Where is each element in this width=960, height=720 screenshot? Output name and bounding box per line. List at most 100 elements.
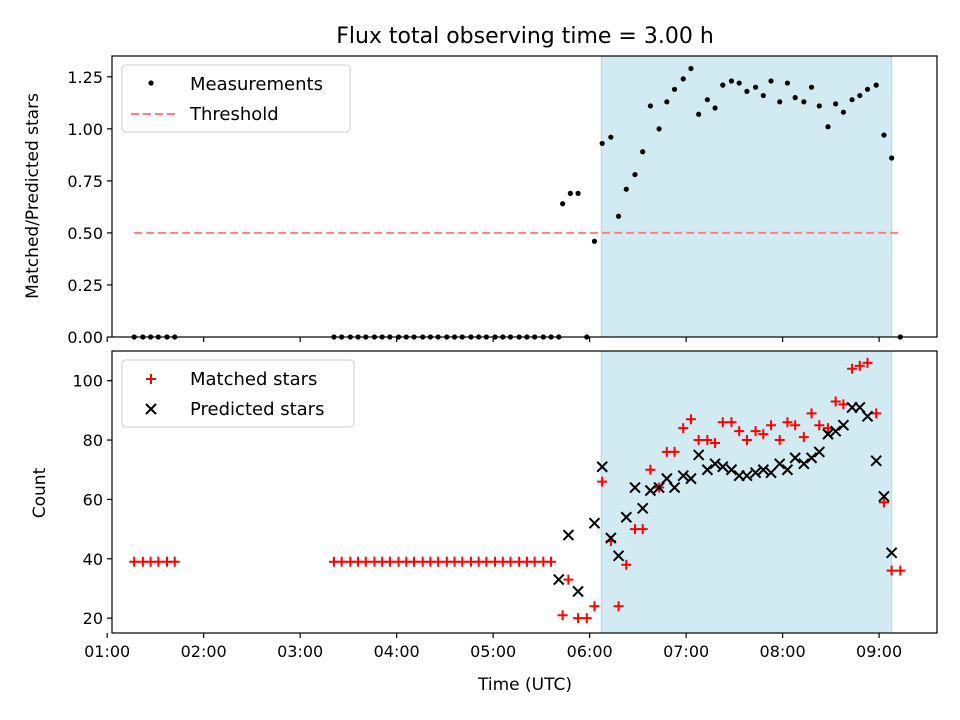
bottom-predicted-stars-point: [781, 464, 794, 476]
bottom-matched-stars-point: [766, 420, 777, 431]
bottom-matched-stars-point: [822, 423, 833, 434]
bottom-matched-stars-point: [384, 556, 395, 567]
bottom-matched-stars-point: [814, 420, 825, 431]
top-measurements-point: [825, 124, 831, 130]
x-axis-label: Time (UTC): [477, 675, 572, 695]
bottom-predicted-stars-point: [553, 573, 565, 586]
bottom-predicted-stars-point: [636, 502, 649, 515]
bottom-matched-stars-point: [169, 556, 180, 567]
bottom-axes-frame: [111, 350, 938, 634]
bottom-matched-stars-point: [895, 565, 906, 576]
bottom-matched-stars-point: [798, 432, 809, 443]
bottom-matched-stars-point: [678, 423, 689, 434]
bottom-predicted-stars-point: [612, 550, 625, 562]
bottom-matched-stars-point: [782, 417, 793, 428]
bottom-predicted-stars-point: [765, 466, 777, 479]
bottom-matched-stars-point: [758, 429, 769, 440]
top-measurements-point: [889, 155, 895, 161]
bottom-matched-stars-point: [702, 435, 713, 446]
top-measurements-point: [640, 149, 646, 155]
bottom-predicted-stars-point: [798, 458, 810, 470]
bottom-matched-stars-point: [726, 417, 737, 428]
bottom-matched-stars-point: [878, 497, 889, 508]
bottom-matched-stars-point: [774, 435, 785, 446]
bottom-matched-stars-point: [847, 363, 858, 374]
top-measurements-point: [680, 76, 686, 82]
bottom-matched-stars-point: [734, 426, 745, 437]
top-measurements-point: [591, 238, 598, 244]
bottom-matched-stars-point: [557, 610, 568, 621]
bottom-x-tick-label: 06:00: [567, 642, 613, 661]
top-measurements-point: [560, 201, 566, 207]
top-measurements-point: [696, 111, 702, 117]
bottom-x-tick-label: 07:00: [663, 642, 709, 661]
legend-matched-marker: [146, 374, 156, 384]
bottom-predicted-stars-point: [605, 532, 617, 544]
bottom-matched-stars-point: [637, 524, 648, 535]
top-y-tick-label: 0.50: [67, 224, 103, 243]
bottom-matched-stars-point: [581, 613, 592, 624]
bottom-predicted-stars-point: [805, 452, 818, 464]
bottom-matched-stars-point: [457, 556, 468, 567]
bottom-matched-stars-point: [621, 559, 632, 570]
bottom-y-tick-label: 60: [83, 490, 103, 509]
top-measurements-point: [792, 95, 798, 101]
legend-threshold-label: Threshold: [189, 104, 279, 125]
bottom-matched-stars-point: [750, 426, 761, 437]
bottom-x-tick-label: 03:00: [277, 642, 323, 661]
top-measurements-point: [728, 78, 735, 84]
bottom-panel: 20 40 60 80 100 01:00 02:00 03:00 04:00 05:00 06:0…: [72, 350, 938, 661]
bottom-matched-stars-point: [360, 556, 371, 567]
chart-title: Flux total observing time = 3.00 h: [336, 24, 714, 49]
bottom-predicted-stars-point: [813, 446, 825, 458]
bottom-matched-stars-point: [838, 399, 849, 410]
bottom-observing-span: [600, 350, 893, 634]
top-measurements-point: [808, 84, 815, 90]
bottom-x-tick-label: 04:00: [374, 642, 420, 661]
bottom-matched-stars-point: [871, 408, 882, 419]
top-y-tick-label: 1.00: [67, 120, 103, 139]
top-measurements-point: [833, 101, 839, 107]
bottom-predicted-stars-point: [837, 419, 850, 431]
bottom-matched-stars-point: [153, 556, 164, 567]
bottom-predicted-stars-point: [644, 484, 657, 497]
top-legend: Measurements Threshold: [121, 64, 351, 133]
legend-measurements-label: Measurements: [190, 74, 323, 95]
top-measurements-point: [599, 140, 605, 147]
top-measurements-point: [881, 132, 887, 138]
top-measurements-point: [688, 65, 694, 72]
bottom-matched-stars-point: [563, 574, 574, 585]
top-measurements-point: [671, 86, 678, 92]
bottom-y-tick-label: 100: [72, 372, 103, 391]
bottom-predicted-stars-point: [685, 472, 697, 485]
top-legend-box: [121, 64, 351, 133]
legend-predicted-label: Predicted stars: [190, 399, 324, 420]
bottom-predicted-stars-point: [562, 529, 575, 541]
bottom-predicted-stars-point: [677, 469, 689, 482]
top-measurements-point: [777, 99, 783, 105]
bottom-matched-stars-point: [505, 556, 516, 567]
bottom-matched-stars-point: [886, 565, 897, 576]
bottom-matched-stars-point: [336, 556, 347, 567]
top-measurements-point: [849, 97, 855, 103]
top-measurements-point: [720, 82, 726, 88]
top-measurements-point: [712, 105, 718, 111]
bottom-legend-box: [121, 359, 355, 428]
top-measurements-point: [744, 88, 750, 94]
bottom-matched-stars-point: [529, 556, 540, 567]
top-measurements-point: [647, 103, 654, 109]
bottom-predicted-stars-point: [757, 464, 770, 476]
bottom-x-tick-label: 02:00: [181, 642, 227, 661]
top-measurements-point: [768, 78, 774, 84]
bottom-predicted-stars-point: [749, 466, 762, 479]
bottom-matched-stars-point: [597, 476, 608, 487]
top-measurements-point: [704, 97, 710, 103]
bottom-predicted-stars-point: [885, 547, 898, 559]
top-measurements-point: [623, 186, 629, 192]
top-measurements-point: [864, 86, 871, 92]
bottom-x-tick-label: 01:00: [84, 642, 130, 661]
bottom-matched-stars-point: [409, 556, 420, 567]
bottom-x-tick-label: 08:00: [760, 642, 806, 661]
bottom-matched-stars-point: [693, 435, 704, 446]
bottom-matched-stars-point: [862, 357, 873, 368]
